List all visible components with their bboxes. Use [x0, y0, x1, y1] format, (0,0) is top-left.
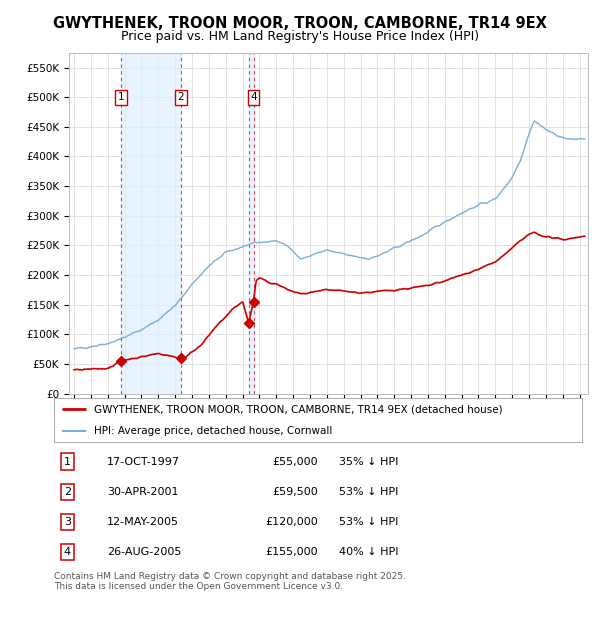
Text: Contains HM Land Registry data © Crown copyright and database right 2025.
This d: Contains HM Land Registry data © Crown c…	[54, 572, 406, 591]
Text: 53% ↓ HPI: 53% ↓ HPI	[339, 517, 398, 527]
Text: 2: 2	[64, 487, 71, 497]
Text: 35% ↓ HPI: 35% ↓ HPI	[339, 456, 398, 466]
Text: 26-AUG-2005: 26-AUG-2005	[107, 547, 181, 557]
Text: 1: 1	[118, 92, 124, 102]
Text: £59,500: £59,500	[272, 487, 318, 497]
Text: 30-APR-2001: 30-APR-2001	[107, 487, 178, 497]
Text: 3: 3	[64, 517, 71, 527]
Text: GWYTHENEK, TROON MOOR, TROON, CAMBORNE, TR14 9EX: GWYTHENEK, TROON MOOR, TROON, CAMBORNE, …	[53, 16, 547, 30]
Text: 12-MAY-2005: 12-MAY-2005	[107, 517, 179, 527]
Text: £55,000: £55,000	[272, 456, 318, 466]
Text: 1: 1	[64, 456, 71, 466]
Text: 4: 4	[250, 92, 257, 102]
Text: £155,000: £155,000	[265, 547, 318, 557]
Text: £120,000: £120,000	[265, 517, 318, 527]
Text: 17-OCT-1997: 17-OCT-1997	[107, 456, 180, 466]
Text: 40% ↓ HPI: 40% ↓ HPI	[339, 547, 398, 557]
Text: GWYTHENEK, TROON MOOR, TROON, CAMBORNE, TR14 9EX (detached house): GWYTHENEK, TROON MOOR, TROON, CAMBORNE, …	[94, 404, 502, 414]
Text: HPI: Average price, detached house, Cornwall: HPI: Average price, detached house, Corn…	[94, 426, 332, 436]
Bar	[248, 53, 254, 394]
Text: 53% ↓ HPI: 53% ↓ HPI	[339, 487, 398, 497]
Bar	[121, 53, 181, 394]
Text: 4: 4	[64, 547, 71, 557]
Text: Price paid vs. HM Land Registry's House Price Index (HPI): Price paid vs. HM Land Registry's House …	[121, 30, 479, 43]
Text: 2: 2	[178, 92, 184, 102]
